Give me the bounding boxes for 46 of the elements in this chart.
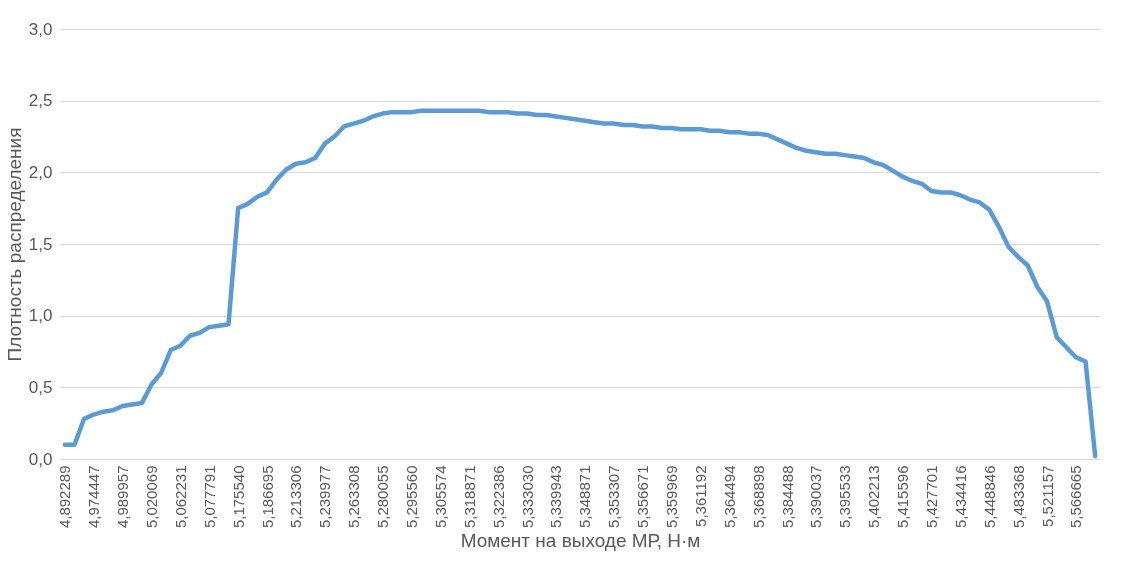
x-tick-label: 5,295560 [402, 465, 420, 529]
x-tick-label: 5,356671 [634, 465, 652, 529]
x-tick-label: 5,402213 [865, 465, 883, 529]
x-tick-label: 5,263308 [345, 465, 363, 529]
x-tick-label: 5,020069 [142, 465, 160, 529]
x-tick-label: 5,322386 [489, 465, 507, 529]
x-tick-label: 5,415596 [894, 465, 912, 529]
y-tick-label: 2,0 [28, 162, 53, 182]
x-tick-label: 5,427701 [922, 465, 940, 529]
x-tick-label: 5,434416 [951, 465, 969, 529]
x-tick-label: 4,974447 [85, 465, 103, 529]
x-tick-label: 4,989957 [114, 465, 132, 529]
x-tick-label: 5,368898 [749, 465, 767, 529]
x-tick-label: 5,280055 [374, 465, 392, 529]
x-tick-label: 5,062231 [171, 465, 189, 529]
y-axis-title: Плотность распределения [3, 127, 25, 362]
x-tick-label: 5,359969 [662, 465, 680, 529]
y-tick-label: 1,5 [28, 234, 53, 254]
x-tick-label: 5,364494 [720, 465, 738, 529]
x-tick-label: 5,361192 [691, 465, 709, 527]
x-tick-label: 5,339943 [547, 465, 565, 529]
x-tick-label: 4,892289 [56, 465, 74, 529]
x-tick-label: 5,384488 [778, 465, 796, 529]
y-tick-label: 0,0 [28, 449, 53, 469]
x-tick-label: 5,448846 [980, 465, 998, 529]
x-tick-label: 5,175540 [229, 465, 247, 529]
x-axis-title: Момент на выходе МР, Н·м [460, 530, 701, 552]
x-tick-label: 5,239977 [316, 465, 334, 529]
y-tick-label: 2,5 [28, 91, 53, 111]
x-tick-label: 5,395533 [836, 465, 854, 529]
line-series [62, 108, 1098, 459]
y-tick-label: 0,5 [28, 377, 53, 397]
x-tick-label: 5,390037 [807, 465, 825, 529]
x-tick-label: 5,333030 [518, 465, 536, 529]
x-tick-label: 5,318871 [460, 465, 478, 529]
y-tick-label: 1,0 [28, 306, 53, 326]
x-tick-label: 5,521157 [1038, 465, 1056, 527]
x-tick-label: 5,186695 [258, 465, 276, 529]
x-tick-label: 5,353307 [605, 465, 623, 529]
x-tick-label: 5,305574 [431, 465, 449, 529]
x-tick-label: 5,213306 [287, 465, 305, 529]
x-tick-label: 5,566665 [1067, 465, 1085, 529]
x-tick-label: 5,483368 [1009, 465, 1027, 529]
y-tick-label: 3,0 [28, 19, 53, 39]
x-tick-label: 5,348871 [576, 465, 594, 529]
x-tick-label: 5,077791 [200, 465, 218, 529]
